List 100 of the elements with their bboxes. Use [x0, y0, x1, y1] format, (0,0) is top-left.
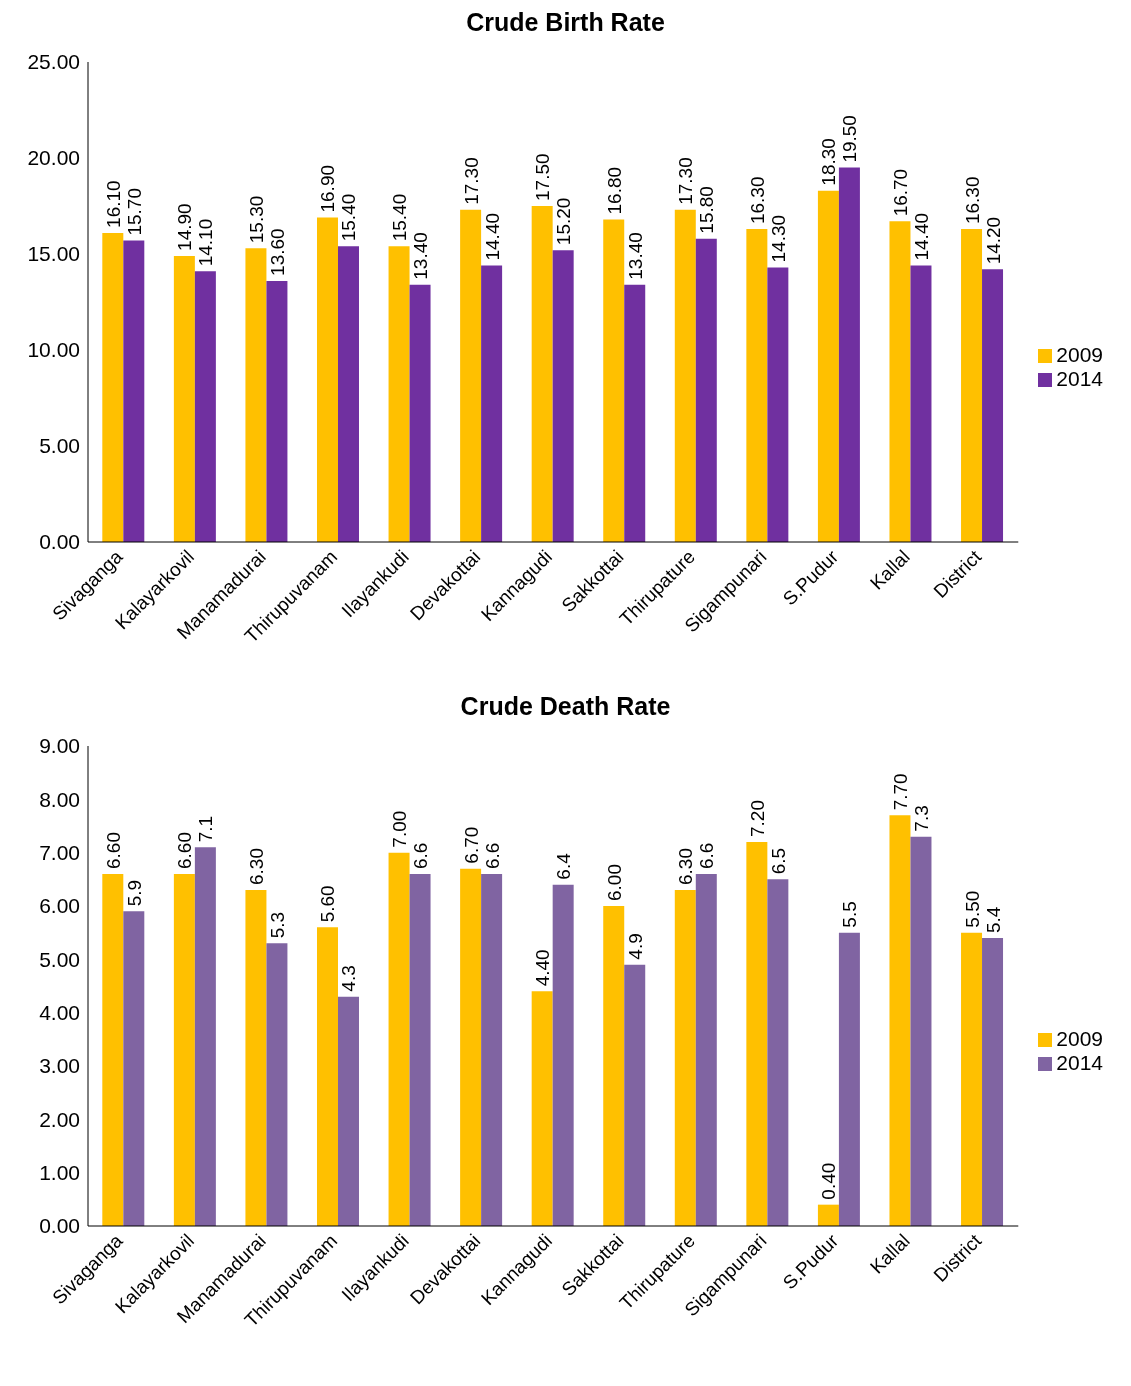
bar	[767, 267, 789, 542]
y-tick-label: 6.00	[39, 894, 80, 918]
data-label: 5.3	[266, 911, 288, 939]
data-label: 16.30	[746, 176, 768, 225]
data-label: 0.40	[818, 1162, 840, 1200]
bar	[552, 884, 574, 1226]
data-label: 5.9	[123, 879, 145, 907]
y-tick-label: 9.00	[39, 734, 80, 758]
data-label: 14.90	[174, 203, 196, 251]
y-tick-label: 3.00	[39, 1054, 80, 1078]
y-tick-label: 7.00	[39, 841, 80, 865]
legend-label: 2009	[1056, 1027, 1103, 1050]
bar	[481, 874, 503, 1226]
data-label: 15.40	[338, 193, 360, 242]
data-label: 5.4	[982, 906, 1004, 933]
y-tick-label: 0.00	[39, 530, 80, 554]
bar	[746, 842, 768, 1226]
data-label: 6.60	[174, 832, 196, 869]
bar	[337, 246, 359, 542]
data-label: 17.50	[532, 153, 554, 201]
bar	[817, 1204, 839, 1226]
bar	[838, 167, 860, 542]
data-label: 13.40	[410, 232, 432, 280]
bar	[173, 255, 195, 542]
data-label: 16.70	[889, 168, 911, 217]
data-label: 15.30	[245, 195, 267, 244]
bar	[388, 246, 410, 542]
data-label: 15.20	[553, 197, 575, 246]
data-label: 6.60	[102, 832, 124, 869]
bar	[194, 847, 216, 1226]
bar	[552, 250, 574, 542]
bar	[531, 206, 553, 542]
bar	[245, 248, 267, 542]
legend-label: 2014	[1056, 367, 1103, 390]
data-label: 4.40	[532, 949, 554, 987]
data-label: 6.4	[553, 852, 575, 880]
data-label: 16.30	[961, 176, 983, 225]
bar	[316, 217, 338, 542]
bar	[961, 932, 983, 1226]
data-label: 15.40	[389, 193, 411, 242]
data-label: 14.40	[910, 212, 932, 261]
bar	[982, 269, 1004, 542]
data-label: 16.80	[603, 166, 625, 215]
data-label: 6.6	[696, 842, 718, 869]
data-label: 7.3	[910, 805, 932, 832]
bar	[746, 229, 768, 542]
data-label: 5.5	[839, 901, 861, 928]
data-label: 6.70	[460, 826, 482, 864]
data-label: 6.00	[603, 864, 625, 901]
y-tick-label: 10.00	[27, 338, 80, 362]
data-label: 4.9	[624, 933, 646, 960]
bar	[481, 265, 503, 542]
legend-label: 2014	[1056, 1051, 1103, 1074]
y-tick-label: 0.00	[39, 1214, 80, 1238]
data-label: 5.50	[961, 890, 983, 928]
data-label: 6.6	[410, 842, 432, 869]
bar	[889, 221, 911, 542]
bar	[674, 209, 696, 542]
bar	[961, 229, 983, 542]
bar	[266, 280, 288, 542]
data-label: 6.30	[245, 848, 267, 885]
y-tick-label: 5.00	[39, 434, 80, 458]
y-tick-label: 2.00	[39, 1107, 80, 1131]
chart-title: Crude Birth Rate	[465, 8, 666, 38]
bar	[767, 879, 789, 1226]
bar	[910, 836, 932, 1226]
data-label: 19.50	[839, 115, 861, 163]
bar	[695, 874, 717, 1226]
bar	[838, 932, 860, 1226]
bar	[102, 232, 124, 542]
bar	[624, 284, 646, 542]
bar	[123, 911, 145, 1226]
bar	[102, 874, 124, 1226]
bar	[603, 219, 625, 542]
y-tick-label: 20.00	[27, 146, 80, 170]
y-tick-label: 25.00	[27, 50, 80, 74]
data-label: 7.70	[889, 773, 911, 811]
y-tick-label: 5.00	[39, 947, 80, 971]
data-label: 16.10	[102, 180, 124, 228]
data-label: 14.40	[481, 212, 503, 261]
data-label: 14.30	[767, 214, 789, 263]
legend-label: 2009	[1056, 343, 1103, 366]
y-tick-label: 15.00	[27, 242, 80, 266]
bar	[245, 890, 267, 1226]
data-label: 6.30	[675, 848, 697, 885]
bar	[889, 815, 911, 1226]
data-label: 18.30	[818, 138, 840, 186]
bar	[409, 874, 431, 1226]
data-label: 13.40	[624, 232, 646, 280]
bar	[388, 852, 410, 1226]
data-label: 7.1	[195, 815, 217, 843]
chart-title: Crude Death Rate	[459, 692, 672, 722]
bar	[194, 271, 216, 542]
bar	[337, 996, 359, 1226]
bar	[460, 209, 482, 542]
data-label: 16.90	[317, 164, 339, 213]
data-label: 7.20	[746, 800, 768, 837]
bar	[409, 284, 431, 542]
data-label: 6.6	[481, 842, 503, 869]
bar	[316, 927, 338, 1226]
